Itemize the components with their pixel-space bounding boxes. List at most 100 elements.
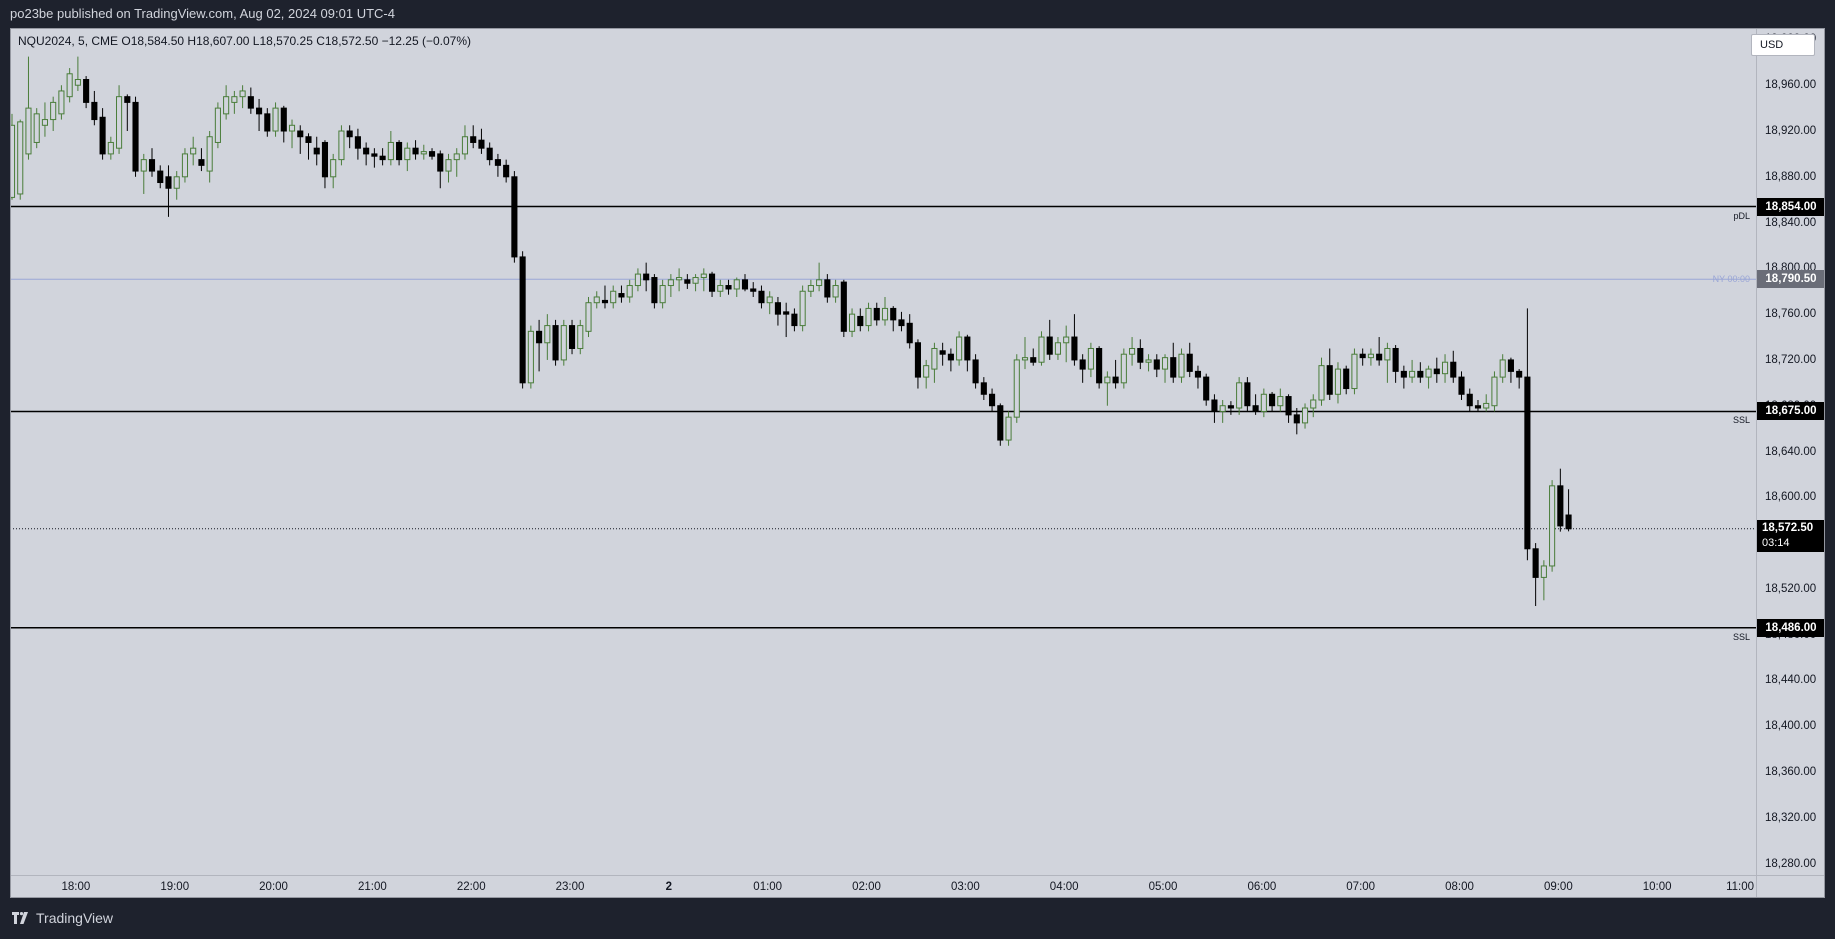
- time-axis[interactable]: 18:00 19:00 20:00 21:00 22:00 23:00 2 01:00 02:0…: [10, 875, 1756, 898]
- candle-body-down: [741, 279, 749, 290]
- level-label-1: NY 00:00: [1712, 274, 1750, 285]
- candle-body-up: [272, 107, 279, 132]
- candle: [1326, 348, 1333, 400]
- candle-body-up: [1384, 347, 1391, 361]
- candle-body-down: [898, 319, 905, 327]
- candle: [124, 94, 131, 132]
- candle: [618, 285, 625, 303]
- candle-body-up: [931, 347, 938, 370]
- candle: [1269, 391, 1276, 412]
- candle: [1524, 308, 1531, 561]
- candle-body-up: [1491, 376, 1498, 407]
- candle: [297, 125, 304, 154]
- candle-body-down: [1285, 396, 1292, 416]
- price-tick-label: 18,440.00: [1765, 674, 1817, 687]
- candle-body-up: [1120, 353, 1127, 384]
- time-tick-label: 21:00: [357, 881, 387, 893]
- candle: [41, 102, 48, 137]
- candle-body-up: [733, 279, 740, 290]
- candle-body-up: [1129, 347, 1136, 355]
- candle-body-up: [1310, 399, 1317, 409]
- published-header: po23be published on TradingView.com, Aug…: [0, 0, 1835, 28]
- candle: [1046, 319, 1053, 360]
- candle: [363, 142, 370, 166]
- candle: [601, 285, 609, 309]
- candle: [577, 319, 584, 355]
- candle: [25, 56, 32, 160]
- price-axis[interactable]: 19,000.0018,960.0018,920.0018,880.0018,8…: [1751, 28, 1825, 875]
- candle-body-down: [124, 96, 131, 103]
- candle-body-up: [1301, 407, 1309, 424]
- candle: [931, 342, 938, 383]
- candle: [1417, 362, 1424, 383]
- candle: [1244, 377, 1251, 412]
- candle: [1285, 394, 1292, 423]
- candle-body-down: [1227, 405, 1234, 409]
- candle-body-down: [1030, 357, 1037, 363]
- time-tick-label: 03:00: [950, 881, 980, 893]
- candle-body-up: [338, 130, 345, 161]
- candle-body-down: [494, 159, 501, 166]
- candle-body-down: [132, 101, 139, 172]
- candle: [1260, 388, 1267, 418]
- candle-body-down: [890, 307, 897, 321]
- candle: [684, 274, 691, 289]
- candle: [774, 296, 781, 326]
- candle: [247, 87, 254, 114]
- time-tick-label: 08:00: [1445, 881, 1474, 893]
- currency-button[interactable]: USD: [1751, 34, 1815, 56]
- candlestick-plot[interactable]: [10, 28, 1756, 875]
- candle-body-up: [25, 107, 32, 155]
- candle-body-up: [17, 121, 24, 195]
- candle: [148, 148, 156, 177]
- candle-body-down: [412, 147, 419, 155]
- candle-body-up: [1483, 402, 1490, 409]
- candle-body-up: [1441, 361, 1449, 375]
- candle: [939, 342, 946, 366]
- candle: [733, 277, 740, 297]
- candle: [1343, 365, 1350, 395]
- candle: [198, 148, 205, 172]
- candle-body-down: [1046, 336, 1053, 355]
- candle-body-down: [972, 359, 979, 384]
- candle: [1211, 394, 1218, 423]
- candle-body-down: [568, 325, 576, 349]
- candle: [190, 136, 197, 166]
- candle: [857, 308, 864, 332]
- candle-body-down: [363, 147, 370, 155]
- candle-body-up: [1334, 368, 1342, 395]
- candle: [750, 282, 757, 297]
- candle: [923, 359, 930, 389]
- candle: [1252, 394, 1259, 415]
- candle-body-down: [618, 293, 625, 298]
- candle: [1384, 342, 1391, 383]
- price-tick-label: 18,760.00: [1765, 308, 1817, 321]
- candle: [1194, 365, 1202, 389]
- chart-pane[interactable]: NQU2024, 5, CME O18,584.50 H18,607.00 L1…: [10, 28, 1756, 875]
- level-label-2: SSL: [1732, 415, 1750, 426]
- candle-body-up: [849, 313, 856, 332]
- candle-body-down: [980, 382, 987, 395]
- candle-body-down: [989, 393, 996, 407]
- candle: [338, 125, 345, 166]
- footer: TradingView: [0, 898, 1835, 939]
- candle: [741, 274, 749, 292]
- candle: [898, 311, 905, 332]
- time-tick-label: 11:00: [1726, 881, 1754, 893]
- current-price-tag: 18,572.50 03:14: [1757, 519, 1825, 552]
- level-price-tag-3: 18,486.00: [1757, 618, 1825, 637]
- candle-body-up: [33, 113, 40, 143]
- candle: [256, 98, 263, 132]
- candle-body-down: [643, 273, 650, 281]
- price-tick-label: 18,720.00: [1765, 353, 1817, 366]
- candle-body-down: [914, 342, 921, 378]
- candle: [1096, 346, 1103, 389]
- candle-body-up: [799, 290, 806, 327]
- tradingview-brand[interactable]: TradingView: [12, 910, 113, 926]
- candle: [1334, 362, 1342, 404]
- candle: [412, 140, 419, 160]
- candle-body-up: [585, 302, 592, 332]
- candle: [58, 85, 65, 120]
- time-tick-label: 2: [665, 881, 673, 893]
- candle: [1540, 560, 1547, 601]
